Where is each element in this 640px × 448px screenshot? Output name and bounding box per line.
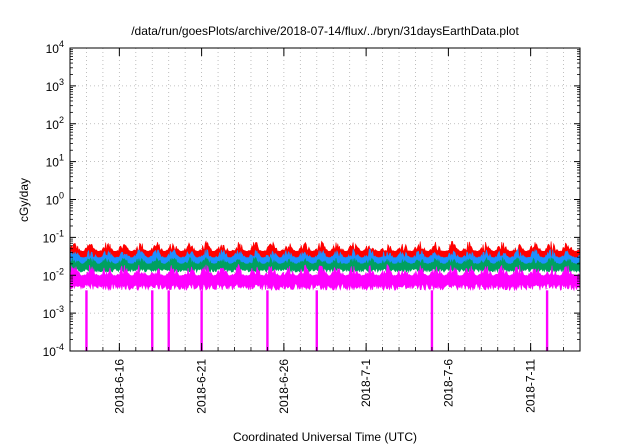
x-tick-label: 2018-7-1	[359, 359, 373, 407]
x-tick-label: 2018-6-16	[112, 359, 126, 414]
series-3-dropout	[315, 290, 318, 351]
series-3-dropout	[200, 290, 203, 351]
y-tick-label: 10-3	[43, 304, 64, 321]
y-tick-label: 10-1	[43, 228, 64, 245]
x-axis: 2018-6-16 2018-6-21 2018-6-26 2018-7-1 2018-…	[86, 48, 564, 414]
y-tick-label: 103	[46, 77, 64, 94]
series-3-dropout	[430, 290, 434, 351]
x-tick-label: 2018-7-11	[524, 359, 538, 413]
series-3-dropout	[151, 290, 154, 351]
x-tick-label: 2018-7-6	[441, 359, 455, 407]
x-axis-label: Coordinated Universal Time (UTC)	[233, 430, 417, 444]
y-axis: 10-4 10-3 10-2 10-1 100 101 102 103 104	[43, 39, 580, 359]
series-3-dropout	[266, 290, 269, 351]
y-axis-label: cGy/day	[17, 178, 31, 222]
series-3-dropout	[545, 290, 549, 351]
series-area	[69, 240, 581, 351]
y-tick-label: 102	[46, 115, 64, 132]
x-tick-label: 2018-6-26	[277, 359, 291, 414]
series-3-dropout	[85, 290, 88, 351]
series-3-dropout	[167, 290, 170, 351]
y-tick-label: 100	[46, 191, 64, 208]
y-tick-label: 104	[46, 39, 64, 56]
chart-title: /data/run/goesPlots/archive/2018-07-14/f…	[131, 24, 519, 38]
y-tick-label: 10-2	[43, 266, 64, 283]
y-tick-label: 101	[46, 153, 64, 170]
y-tick-label: 10-4	[43, 342, 64, 359]
x-tick-label: 2018-6-21	[195, 359, 209, 414]
grid	[70, 48, 580, 351]
